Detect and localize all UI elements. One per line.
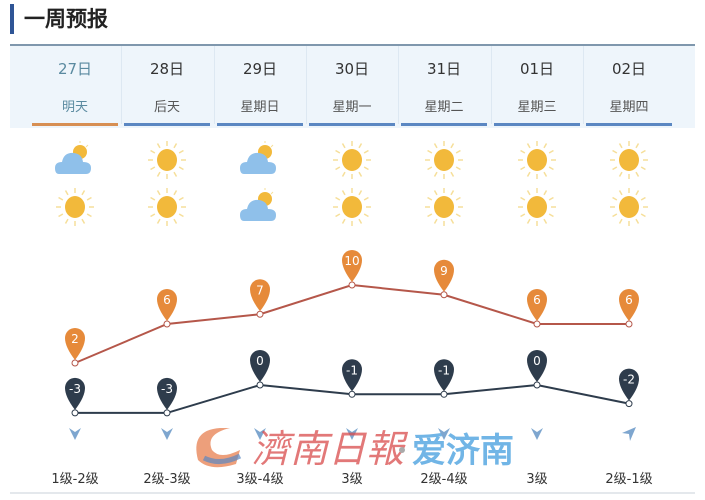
low-temp-label: -2 [623,373,635,387]
tab-underline [309,123,395,126]
column-separator [214,46,215,124]
day-date: 27日 [57,60,93,78]
high-temp-label: 2 [71,332,79,346]
tab-underline [32,123,118,126]
wind-direction-icon [152,426,182,446]
day-tab[interactable]: 28日后天 [121,44,213,126]
high-temp-label: 6 [533,293,541,307]
high-temp-marker: 6 [157,289,177,328]
partly-cloudy-icon [53,140,97,180]
section-title: 一周预报 [24,7,108,31]
sun-icon [145,140,189,180]
day-weekday: 星期日 [240,100,280,115]
wind-direction-icon [60,426,90,446]
day-weekday: 星期四 [609,100,649,115]
high-temp-label: 7 [256,283,264,297]
low-temp-label: -3 [69,382,81,396]
day-weekday: 星期一 [332,100,372,115]
low-temp-label: 0 [533,354,541,368]
wind-direction-icon [337,426,367,446]
sun-icon [515,140,559,180]
sun-icon [330,140,374,180]
high-temp-label: 6 [625,293,633,307]
partly-cloudy-icon [238,140,282,180]
sun-icon [145,187,189,227]
high-temp-label: 6 [163,293,171,307]
tab-underline [494,123,580,126]
column-separator [491,46,492,124]
sun-icon [422,140,466,180]
day-weekday: 星期三 [517,100,557,115]
sun-icon [515,187,559,227]
day-tab[interactable]: 02日星期四 [583,44,675,126]
low-temp-marker: -2 [619,368,639,408]
tab-underline [586,123,672,126]
tab-underline [401,123,487,126]
high-temp-label: 10 [344,254,359,268]
wind-direction-icon [522,426,552,446]
low-temp-marker: -1 [342,359,362,398]
wind-direction-icon [614,426,644,446]
svg-text:爱济南: 爱济南 [412,431,514,471]
high-temp-marker: 10 [342,250,362,289]
high-temp-marker: 9 [434,259,454,299]
high-temp-marker: 2 [65,328,85,367]
day-tab[interactable]: 27日明天 [29,44,121,126]
bottom-divider [10,492,695,494]
wind-level: 2级-1级 [605,472,653,487]
wind-level: 2级-4级 [420,472,468,487]
low-temp-label: -1 [438,363,450,377]
day-tab[interactable]: 31日星期二 [398,44,490,126]
day-weekday: 后天 [153,100,180,115]
day-tab[interactable]: 01日星期三 [491,44,583,126]
low-temp-label: -1 [346,363,358,377]
wind-level: 1级-2级 [51,472,99,487]
tab-underline [217,123,303,126]
sun-icon [607,187,651,227]
day-weekday: 明天 [61,100,88,115]
low-temp-marker: -3 [65,377,85,417]
sun-icon [330,187,374,227]
low-temp-marker: 0 [527,350,547,389]
wind-level: 3级-4级 [236,472,284,487]
wind-direction-icon [429,426,459,446]
day-date: 29日 [242,60,278,78]
wind-level: 3级 [341,472,363,487]
watermark-logo: 濟南日報 爱济南 [196,427,514,471]
day-date: 30日 [334,60,370,78]
day-tab[interactable]: 30日星期一 [306,44,398,126]
title-accent-bar [10,4,14,34]
column-separator [583,46,584,124]
high-temp-marker: 7 [250,279,270,318]
date-header [10,44,695,128]
column-separator [398,46,399,124]
low-temp-label: -3 [161,382,173,396]
wind-level: 3级 [526,472,548,487]
day-weekday: 星期二 [424,100,464,115]
high-temp-marker: 6 [527,289,547,328]
low-temp-marker: -1 [434,359,454,398]
svg-text:濟南日報: 濟南日報 [252,427,409,471]
tab-underline [124,123,210,126]
day-date: 01日 [519,60,555,78]
sun-icon [422,187,466,227]
low-temp-marker: -3 [157,377,177,417]
high-temp-marker: 6 [619,289,639,328]
column-separator [306,46,307,124]
partly-cloudy-icon [238,187,282,227]
wind-level: 2级-3级 [143,472,191,487]
column-separator [121,46,122,124]
sun-icon [53,187,97,227]
sun-icon [607,140,651,180]
day-date: 02日 [611,60,647,78]
low-temp-marker: 0 [250,350,270,389]
high-temp-label: 9 [440,264,448,278]
day-tab[interactable]: 29日星期日 [214,44,306,126]
day-date: 28日 [149,60,185,78]
wind-direction-icon [245,426,275,446]
low-temp-label: 0 [256,354,264,368]
day-date: 31日 [426,60,462,78]
